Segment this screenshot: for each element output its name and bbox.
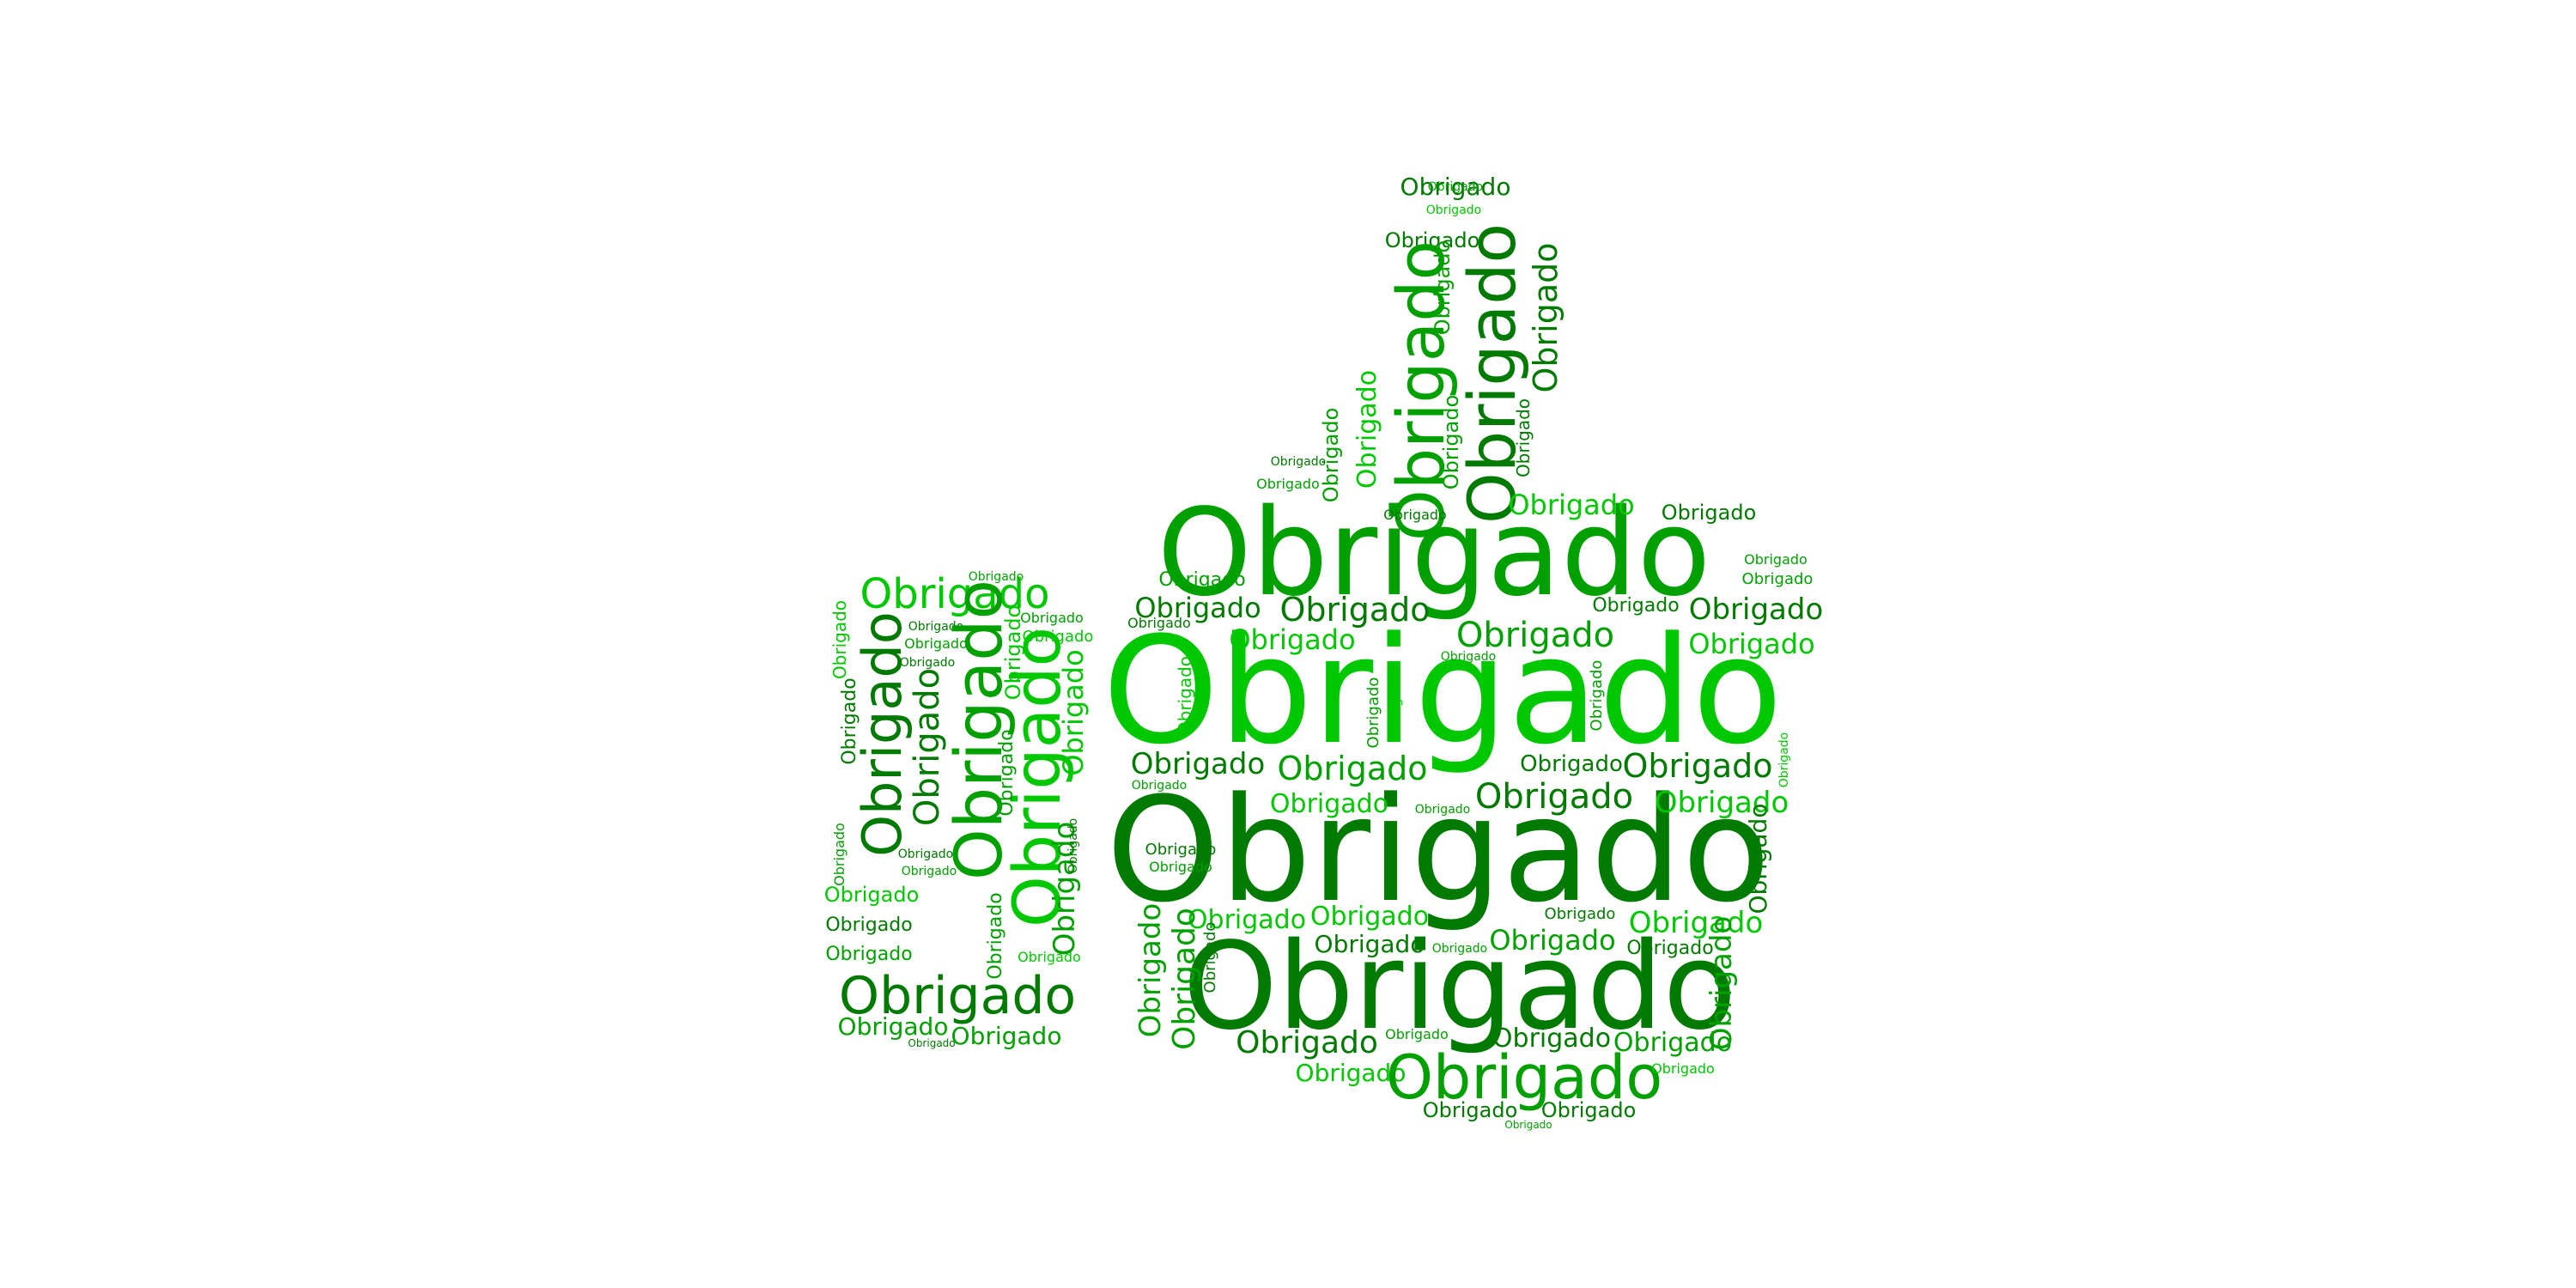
cloud-word: Obrigado [968, 570, 1024, 584]
cloud-word: Obrigado [1527, 242, 1564, 393]
cloud-word: Obrigado [908, 667, 947, 827]
cloud-word: Obrigado [1492, 1024, 1612, 1054]
cloud-word: Obrigado [908, 620, 964, 634]
cloud-word: Obrigado [1744, 803, 1772, 914]
cloud-word: Obrigado [1279, 591, 1431, 629]
cloud-word: Obrigado [1385, 1026, 1449, 1042]
cloud-word: Obrigado [1383, 507, 1447, 523]
cloud-word: Obrigado [1455, 616, 1615, 655]
cloud-word: Obrigado [839, 677, 860, 765]
cloud-word: Obrigado [908, 1037, 956, 1049]
cloud-word: Obrigado [897, 848, 954, 861]
cloud-word: Obrigado [825, 944, 913, 965]
cloud-word: Obrigado [901, 865, 957, 878]
cloud-word: Obrigado [1622, 747, 1773, 785]
cloud-word: Obrigado [1588, 659, 1606, 732]
cloud-word: Obrigado [831, 823, 848, 886]
cloud-word: Obrigado [1504, 1119, 1552, 1131]
cloud-word: Obrigado [1018, 949, 1081, 965]
cloud-word: Obrigado [1236, 1025, 1378, 1060]
cloud-word: Obrigado [1130, 747, 1266, 781]
cloud-word: Obrigado [837, 1012, 949, 1041]
cloud-word: Obrigado [1270, 455, 1327, 469]
cloud-word: Obrigado [1654, 786, 1789, 820]
cloud-word: Obrigado [1175, 655, 1195, 736]
cloud-word: Obrigado [1425, 204, 1482, 217]
cloud-word: Obrigado [1474, 777, 1634, 817]
cloud-word: Obrigado [1102, 605, 1783, 777]
cloud-word: Obrigado [1744, 551, 1807, 568]
cloud-word: Obrigado [823, 883, 920, 907]
cloud-word: Obrigado [851, 611, 914, 857]
cloud-word: Obrigado [1520, 751, 1623, 777]
cloud-word: Obrigado [1149, 859, 1212, 875]
cloud-word: Obrigado [1256, 476, 1320, 492]
cloud-word: Obrigado [1431, 942, 1488, 956]
cloud-word: Obrigado [951, 1022, 1062, 1050]
cloud-word: Obrigado [1513, 398, 1534, 478]
cloud-word: Obrigado [1364, 677, 1382, 749]
cloud-word: Obrigado [838, 966, 1077, 1026]
cloud-word: Obrigado [1022, 628, 1094, 646]
cloud-word: Obrigado [904, 635, 968, 652]
cloud-word: Obrigado [1385, 1042, 1663, 1113]
cloud-word: Obrigado [1201, 921, 1219, 993]
cloud-word: Obrigado [1439, 394, 1463, 490]
cloud-word: Obrigado [1414, 803, 1471, 817]
cloud-word: Obrigado [1422, 1098, 1518, 1122]
cloud-word: Obrigado [899, 656, 956, 670]
cloud-word: Obrigado [1182, 917, 1737, 1057]
cloud-word: Obrigado [825, 914, 913, 936]
cloud-word: Obrigado [1400, 173, 1511, 201]
cloud-word: Obrigado [1626, 938, 1714, 959]
cloud-word: Obrigado [1314, 930, 1425, 958]
cloud-word: Obrigado [1131, 779, 1188, 793]
cloud-word: Obrigado [1454, 223, 1530, 524]
cloud-word: Obrigado [1741, 570, 1814, 588]
cloud-word: Obrigado [829, 599, 850, 680]
cloud-word: Obrigado [1309, 902, 1430, 932]
cloud-word: Obrigado [1157, 483, 1711, 623]
cloud-word: Obrigado [1613, 1028, 1733, 1058]
cloud-word: Obrigado [1352, 369, 1382, 489]
cloud-word: Obrigado [1133, 902, 1168, 1038]
cloud-word: Obrigado [1489, 924, 1616, 957]
cloud-word: Obrigado [1688, 592, 1824, 627]
cloud-word: Obrigado [1057, 649, 1090, 776]
cloud-word: Obrigado [1187, 905, 1307, 935]
cloud-word: Obrigado [1661, 501, 1757, 525]
cloud-word: Obrigado [1295, 1059, 1406, 1087]
cloud-word: Obrigado [1427, 180, 1484, 194]
cloud-word: Obrigado [1020, 610, 1084, 626]
cloud-word: Obrigado [1106, 766, 1771, 934]
cloud-word: Obrigado [1540, 1098, 1637, 1122]
cloud-word: Obrigado [1431, 240, 1455, 336]
cloud-word: Obrigado [1066, 817, 1080, 874]
cloud-word: Obrigado [1777, 732, 1791, 788]
cloud-word: Obrigado [860, 570, 1050, 618]
cloud-word: Obrigado [1229, 623, 1356, 656]
cloud-word: Obrigado [1277, 750, 1428, 787]
cloud-word: Obrigado [1592, 595, 1680, 617]
cloud-word: Obrigado [1158, 569, 1246, 591]
cloud-word: Obrigado [1544, 905, 1616, 923]
cloud-word: Obrigado [1001, 605, 1025, 701]
cloud-word: Obrigado [1269, 789, 1389, 819]
cloud-word: Obrigado [1508, 489, 1635, 521]
cloud-word: Obrigado [1145, 841, 1217, 859]
cloud-word: Obrigado [1688, 628, 1815, 660]
cloud-word: Obrigado [1440, 650, 1497, 664]
cloud-word: Obrigado [1651, 1060, 1715, 1077]
cloud-word: Obrigado [1167, 908, 1202, 1050]
cloud-word: Obrigado [1387, 672, 1403, 736]
cloud-word: Obrigado [1127, 615, 1191, 631]
cloud-word: Obrigado [1628, 906, 1764, 940]
cloud-word: Obrigado [996, 729, 1018, 817]
cloud-word: Obrigado [1384, 228, 1480, 252]
cloud-word: Obrigado [1134, 592, 1261, 624]
